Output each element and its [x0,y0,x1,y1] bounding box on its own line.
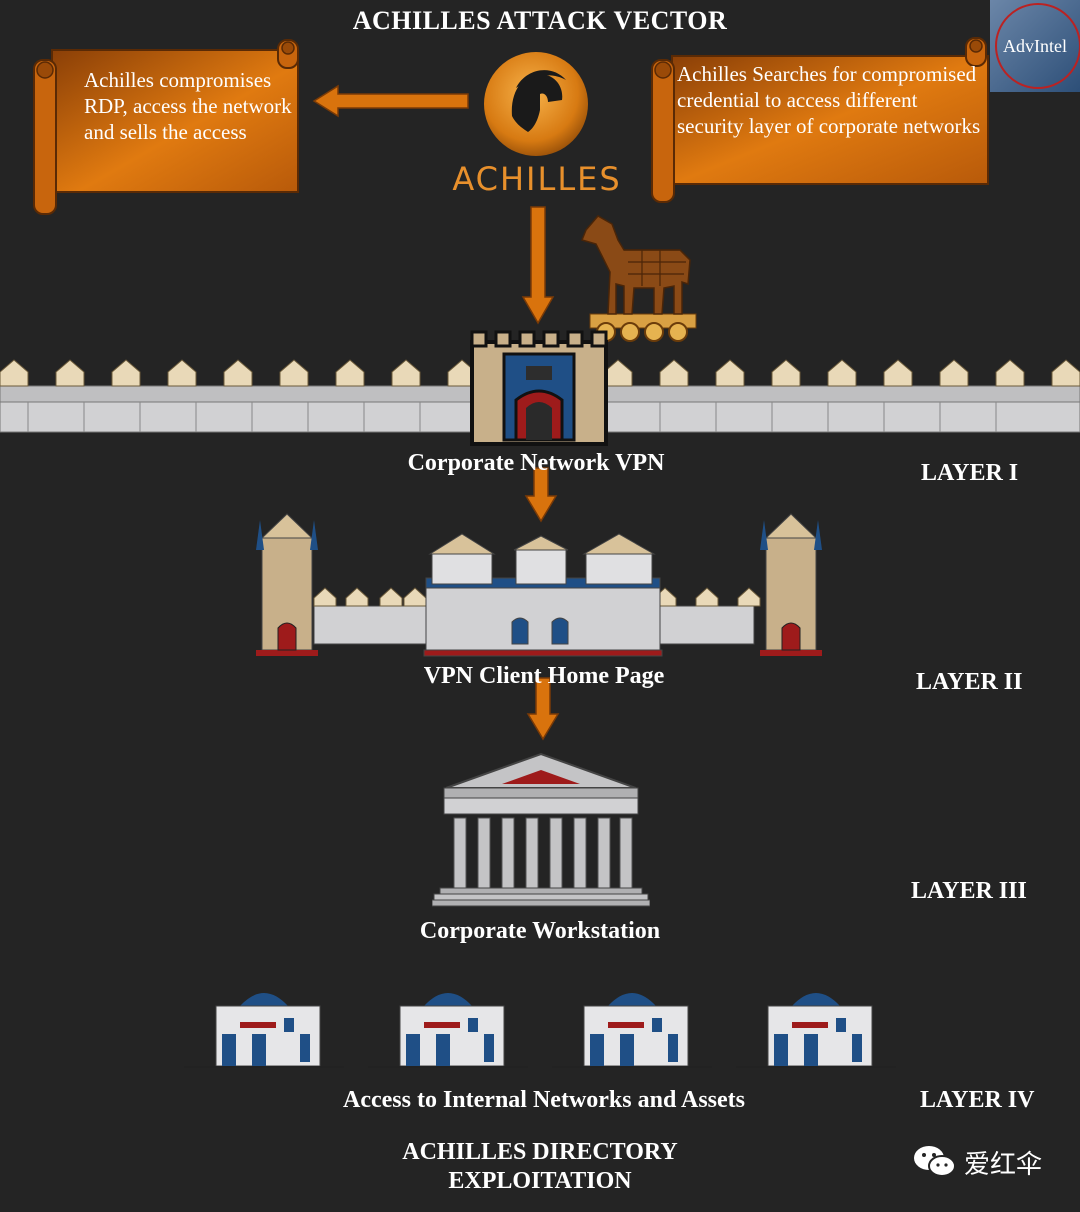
left-scroll-callout: Achilles compromises RDP, access the net… [30,36,302,218]
diagram-title: ACHILLES ATTACK VECTOR [352,6,728,35]
advintel-logo: AdvIntel [990,0,1080,92]
down-arrow-to-gate [521,206,555,325]
layer2-label: VPN Client Home Page [423,663,665,689]
footer-line1: ACHILLES DIRECTORY [402,1139,678,1165]
layer4-label: Access to Internal Networks and Assets [343,1087,745,1113]
left-scroll-text: Achilles compromises RDP, access the net… [84,68,292,144]
trojan-horse-icon [580,215,697,342]
layer1-tag: LAYER I [921,460,1019,486]
footer-line2: EXPLOITATION [448,1168,632,1194]
castle-gate-icon [0,330,1080,446]
houses-group [184,993,896,1068]
scroll-shape [651,37,989,203]
achilles-wordmark: ACHILLES [452,160,622,198]
left-arrow [312,84,469,118]
house-icon [736,993,896,1068]
temple-icon [432,752,650,907]
layer3-tag: LAYER III [911,878,1027,904]
layer2-tag: LAYER II [916,669,1023,695]
wechat-icon [914,1146,956,1177]
layer1-label: Corporate Network VPN [407,450,665,476]
down-arrow-to-layer2 [524,467,558,523]
house-icon [184,993,344,1068]
helmet-icon [484,52,588,156]
right-scroll-text: Achilles Searches for compromised creden… [677,62,981,138]
right-scroll-callout: Achilles Searches for compromised creden… [650,34,992,206]
scroll-shape [33,39,299,215]
logo-text: AdvIntel [1003,36,1067,56]
palace-icon [256,513,822,657]
layer4-tag: LAYER IV [920,1087,1035,1113]
layer3-label: Corporate Workstation [419,918,661,944]
down-arrow-to-layer3 [526,677,560,741]
footer-caption: ACHILLES DIRECTORY EXPLOITATION [0,1138,1080,1196]
watermark-text: 爱红伞 [964,1150,1043,1180]
house-icon [552,993,712,1068]
house-icon [368,993,528,1068]
